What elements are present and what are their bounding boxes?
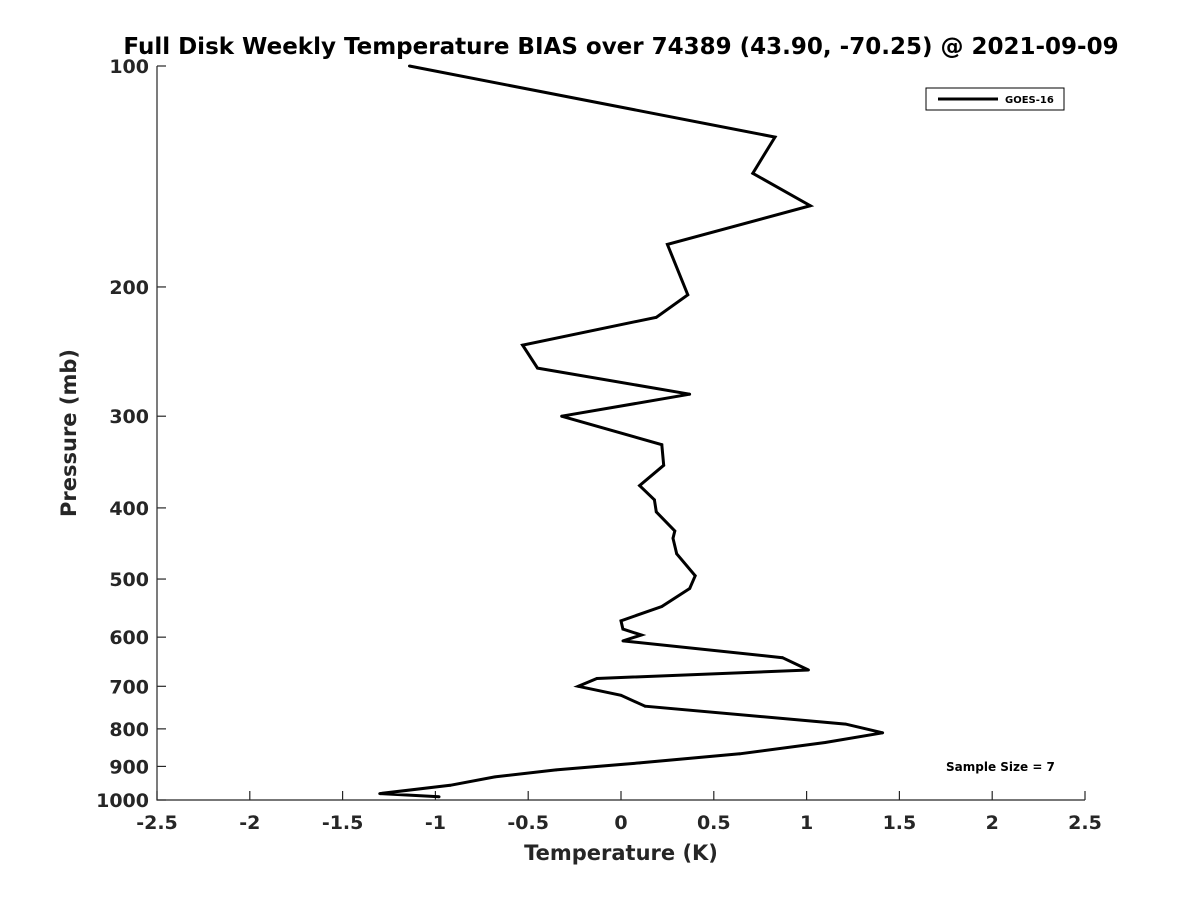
data-point — [448, 783, 452, 787]
data-point — [378, 792, 382, 795]
x-tick-label: 2 — [986, 812, 999, 834]
y-tick-label: 800 — [109, 719, 149, 741]
data-point — [643, 704, 647, 708]
data-point — [808, 204, 812, 208]
data-point — [662, 463, 666, 467]
y-tick-label: 700 — [109, 676, 149, 698]
x-tick-label: 0 — [614, 812, 627, 834]
data-point — [773, 135, 777, 139]
data-point — [560, 414, 563, 418]
data-point — [781, 656, 784, 660]
data-point — [654, 315, 658, 319]
series-line-goes-16 — [379, 64, 884, 799]
y-tick-label: 500 — [109, 569, 149, 591]
data-point — [619, 619, 623, 623]
axis-frame — [156, 66, 1085, 801]
y-tick-label: 300 — [109, 406, 149, 428]
data-point — [595, 677, 599, 680]
x-tick-label: -1.5 — [322, 812, 364, 834]
y-tick-label: 200 — [109, 277, 149, 299]
data-point — [660, 443, 664, 447]
data-point — [881, 731, 885, 735]
y-tick-label: 400 — [109, 498, 149, 520]
y-axis-label: Pressure (mb) — [57, 349, 81, 517]
data-point — [437, 795, 441, 799]
point-layer — [378, 64, 885, 799]
sample-size-annotation: Sample Size = 7 — [946, 760, 1055, 774]
data-point — [807, 668, 810, 672]
data-point — [675, 552, 679, 556]
legend: GOES-16 — [925, 87, 1065, 111]
y-tick-label: 1000 — [96, 790, 149, 812]
data-point — [671, 536, 675, 540]
data-point — [686, 293, 690, 297]
chart-title: Full Disk Weekly Temperature BIAS over 7… — [123, 34, 1118, 60]
data-point — [738, 752, 742, 756]
data-point — [844, 722, 847, 726]
x-tick-label: 1 — [800, 812, 813, 834]
tick-layer: -2.5 -2 -1.5 -1 -0.5 0 0.5 1 1.5 2 2.5 100 200 300 400… — [96, 56, 1102, 834]
x-tick-label: -2 — [239, 812, 260, 834]
data-point — [823, 741, 827, 744]
data-point — [693, 574, 697, 578]
legend-label-goes-16: GOES-16 — [1005, 95, 1054, 106]
data-point — [408, 64, 411, 68]
data-point — [688, 587, 692, 590]
data-point — [521, 343, 524, 347]
data-point — [654, 510, 658, 514]
data-point — [640, 633, 643, 637]
data-point — [554, 768, 558, 772]
data-point — [621, 627, 625, 631]
data-point — [638, 761, 641, 765]
x-tick-label: -1 — [425, 812, 446, 834]
y-tick-label: 100 — [109, 56, 149, 78]
data-point — [619, 693, 623, 697]
x-tick-label: -2.5 — [136, 812, 178, 834]
data-point — [493, 775, 497, 779]
x-tick-label: 0.5 — [697, 812, 731, 834]
data-point — [621, 639, 625, 643]
y-tick-label: 600 — [109, 627, 149, 649]
data-point — [576, 684, 580, 688]
data-point — [666, 243, 669, 246]
x-tick-label: 2.5 — [1068, 812, 1102, 834]
y-tick-label: 900 — [109, 756, 149, 778]
x-tick-label: 1.5 — [883, 812, 917, 834]
data-point — [673, 529, 677, 533]
data-point — [688, 392, 692, 396]
data-point — [653, 498, 656, 502]
data-point — [536, 366, 539, 370]
data-point — [751, 171, 755, 175]
x-axis-label: Temperature (K) — [524, 841, 718, 865]
data-point — [638, 484, 641, 487]
x-tick-label: -0.5 — [507, 812, 549, 834]
data-point — [660, 605, 664, 608]
